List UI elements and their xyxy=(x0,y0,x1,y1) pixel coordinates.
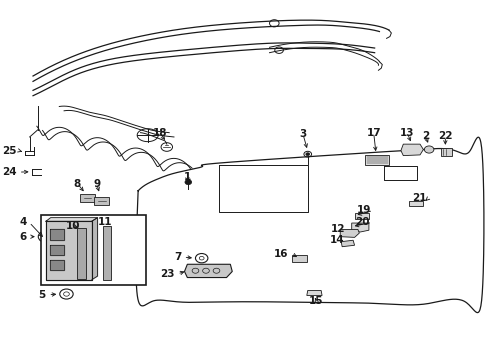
Polygon shape xyxy=(441,148,452,156)
Text: 16: 16 xyxy=(274,248,289,258)
Polygon shape xyxy=(355,213,369,219)
Polygon shape xyxy=(50,260,64,270)
Polygon shape xyxy=(293,255,307,262)
Text: 18: 18 xyxy=(152,128,167,138)
Polygon shape xyxy=(352,223,369,232)
Polygon shape xyxy=(77,228,86,279)
Polygon shape xyxy=(341,240,355,247)
Polygon shape xyxy=(340,229,359,237)
Polygon shape xyxy=(365,155,389,165)
Polygon shape xyxy=(80,194,95,202)
Text: 13: 13 xyxy=(400,128,415,138)
Polygon shape xyxy=(46,218,98,221)
Text: 9: 9 xyxy=(93,179,100,189)
Polygon shape xyxy=(50,244,64,255)
Text: 21: 21 xyxy=(412,193,426,203)
Polygon shape xyxy=(94,197,109,205)
Text: 3: 3 xyxy=(299,129,307,139)
Polygon shape xyxy=(50,229,64,240)
Text: 5: 5 xyxy=(39,290,46,300)
Text: 7: 7 xyxy=(174,252,181,262)
Text: 19: 19 xyxy=(356,206,371,216)
Text: 2: 2 xyxy=(422,131,429,140)
Text: 25: 25 xyxy=(2,145,16,156)
Text: 8: 8 xyxy=(74,179,81,189)
Text: 4: 4 xyxy=(20,217,27,227)
Polygon shape xyxy=(409,201,423,206)
Circle shape xyxy=(306,153,310,156)
Polygon shape xyxy=(92,218,98,280)
Polygon shape xyxy=(401,144,423,156)
Text: 24: 24 xyxy=(1,167,16,177)
Polygon shape xyxy=(46,221,92,280)
Text: 6: 6 xyxy=(20,232,27,242)
Text: 12: 12 xyxy=(331,225,345,234)
Text: 11: 11 xyxy=(98,217,112,227)
Text: 22: 22 xyxy=(438,131,453,141)
Bar xyxy=(41,215,146,285)
Polygon shape xyxy=(103,226,111,280)
Text: 10: 10 xyxy=(66,221,80,231)
Text: 14: 14 xyxy=(329,235,344,245)
Text: 17: 17 xyxy=(367,128,381,138)
Text: 1: 1 xyxy=(184,172,191,183)
Text: 20: 20 xyxy=(355,217,370,227)
Text: 23: 23 xyxy=(160,269,175,279)
Circle shape xyxy=(424,146,434,153)
Text: 15: 15 xyxy=(309,296,323,306)
Circle shape xyxy=(185,180,192,185)
Polygon shape xyxy=(307,291,322,296)
Polygon shape xyxy=(136,137,484,312)
Polygon shape xyxy=(184,264,232,278)
